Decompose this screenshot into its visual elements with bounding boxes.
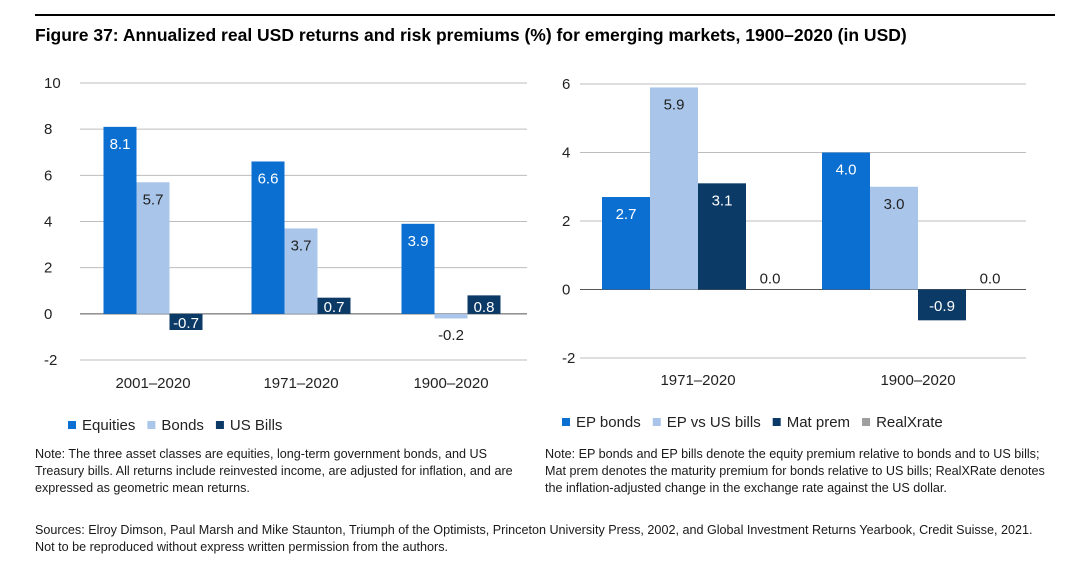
right-chart: 6 4 2 0 -2 2.7 5.9 3.1 0.0 1971–2020 4.0 3.0 -0.9 0.0… [562, 76, 1026, 431]
bar [822, 152, 870, 290]
legend-label: Equities [82, 417, 135, 434]
y-tick-label: -2 [44, 352, 57, 369]
legend-label: US Bills [230, 417, 283, 434]
data-label: 4.0 [836, 162, 857, 179]
legend-label: Mat prem [787, 414, 850, 431]
sources-text: Sources: Elroy Dimson, Paul Marsh and Mi… [35, 523, 1033, 554]
legend-swatch [562, 418, 570, 426]
category-label: 2001–2020 [115, 375, 190, 392]
category-label: 1971–2020 [263, 375, 338, 392]
data-label: 0.7 [324, 299, 345, 316]
y-tick-label: 10 [44, 75, 61, 92]
data-label: 3.7 [291, 237, 312, 254]
data-label: 6.6 [258, 170, 279, 187]
data-label: -0.9 [929, 298, 955, 315]
legend-swatch [772, 418, 781, 426]
y-tick-label: -2 [562, 350, 575, 367]
category-label: 1900–2020 [880, 372, 955, 389]
figure-title: Figure 37: Annualized real USD returns a… [35, 25, 907, 45]
data-label: 3.0 [884, 196, 905, 213]
y-tick-label: 2 [44, 260, 52, 277]
bar [284, 228, 318, 314]
legend-label: EP vs US bills [667, 414, 761, 431]
left-chart: 10 8 6 4 2 0 -2 8.1 5.7 -0.7 2001–2020 6.6 3.7 0.7 197… [44, 75, 527, 434]
y-tick-label: 0 [562, 282, 570, 299]
bar [169, 313, 203, 330]
y-tick-label: 4 [44, 214, 52, 231]
bar [434, 313, 468, 319]
data-label: 2.7 [616, 206, 637, 223]
data-label: -0.2 [438, 327, 464, 344]
legend-swatch [68, 421, 76, 429]
top-rule [35, 14, 1055, 16]
bar [317, 297, 351, 314]
bar [602, 197, 650, 290]
note-left: Note: The three asset classes are equiti… [35, 447, 513, 495]
category-label: 1971–2020 [660, 372, 735, 389]
legend-label: RealXrate [876, 414, 943, 431]
legend-swatch [862, 418, 871, 426]
legend-swatch [215, 421, 224, 429]
data-label: 5.9 [664, 96, 685, 113]
bar [103, 126, 137, 314]
data-label: 3.1 [712, 192, 733, 209]
bar [698, 183, 746, 290]
legend-swatch [652, 418, 661, 426]
y-tick-label: 8 [44, 121, 52, 138]
bar [136, 182, 170, 314]
bar [467, 295, 501, 314]
bar [870, 186, 918, 290]
note-right: Note: EP bonds and EP bills denote the e… [545, 447, 1045, 495]
data-label: 5.7 [143, 191, 164, 208]
data-label: 8.1 [110, 136, 131, 153]
data-label: 0.8 [474, 299, 495, 316]
y-tick-label: 6 [44, 167, 52, 184]
legend-label: Bonds [161, 417, 204, 434]
y-tick-label: 4 [562, 145, 570, 162]
legend-label: EP bonds [576, 414, 641, 431]
category-label: 1900–2020 [413, 375, 488, 392]
y-tick-label: 2 [562, 213, 570, 230]
bar [251, 161, 285, 314]
data-label: 3.9 [408, 233, 429, 250]
data-label: 0.0 [980, 271, 1001, 288]
y-tick-label: 6 [562, 76, 570, 93]
data-label: 0.0 [760, 271, 781, 288]
legend-swatch [147, 421, 156, 429]
data-label: -0.7 [173, 315, 199, 332]
y-tick-label: 0 [44, 306, 52, 323]
bar [650, 87, 698, 290]
bar [918, 289, 966, 321]
bar [401, 223, 435, 314]
